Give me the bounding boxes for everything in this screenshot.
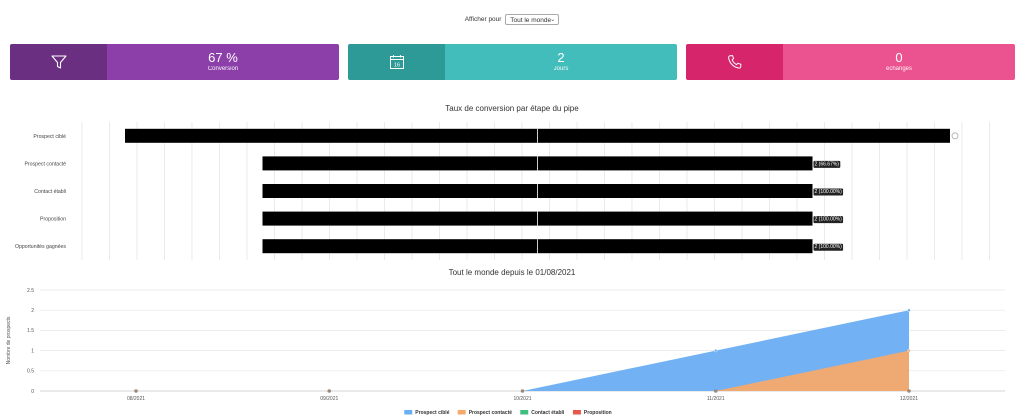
legend-item[interactable]: Contact établi	[520, 410, 565, 416]
legend-label: Prospect ciblé	[415, 410, 449, 416]
funnel-end-marker	[951, 132, 959, 140]
area-y-tick-label: 2	[31, 308, 34, 314]
area-y-tick-label: 1	[31, 348, 34, 354]
kpi-exchanges-value: 0	[895, 49, 903, 65]
area-point[interactable]	[907, 308, 911, 312]
area-x-tick-label: 12/2021	[900, 396, 918, 402]
funnel-stage-label: Opportunités gagnées	[15, 244, 66, 250]
kpi-card-conversion: 67 % Conversion	[10, 44, 339, 80]
legend-item[interactable]: Prospect ciblé	[404, 410, 450, 416]
kpi-conversion-value: 67 %	[208, 49, 238, 65]
area-x-tick-label: 11/2021	[707, 396, 725, 402]
area-series-fill[interactable]	[136, 310, 909, 391]
area-baseline-point	[134, 389, 138, 393]
area-baseline-point	[907, 389, 911, 393]
legend-label: Prospect contacté	[469, 410, 513, 416]
audience-select[interactable]: Tout le monde ⌄	[505, 14, 560, 25]
area-series-fill[interactable]	[136, 350, 909, 391]
area-y-tick-label: 0.5	[27, 369, 34, 375]
funnel-value-label-bg	[813, 160, 841, 168]
funnel-chart-title: Taux de conversion par étape du pipe	[445, 104, 579, 113]
kpi-card-days: 16 2 Jours	[348, 44, 677, 80]
legend-swatch	[520, 410, 529, 415]
area-x-tick-label: 08/2021	[127, 396, 145, 402]
area-y-tick-label: 1.5	[27, 328, 34, 334]
kpi-days-value: 2	[557, 49, 565, 65]
area-chart: 0 0.5 1 1.5 2 2.5 Nombre de prospects 08/2021 09…	[6, 288, 1005, 416]
filter-row: Afficher pour Tout le monde ⌄	[0, 14, 1024, 25]
funnel-value-label: 2 (100.00%)	[815, 217, 843, 223]
legend-item[interactable]: Proposition	[572, 410, 612, 416]
kpi-card-exchanges: 0 échanges	[686, 44, 1015, 80]
area-x-tick-label: 10/2021	[513, 396, 531, 402]
area-y-axis-label: Nombre de prospects	[6, 316, 12, 364]
legend-item[interactable]: Prospect contacté	[457, 410, 513, 416]
funnel-stage-label: Prospect contacté	[24, 161, 66, 167]
area-x-tick-label: 09/2021	[320, 396, 338, 402]
area-legend: Prospect ciblé Prospect contacté Contact é…	[404, 410, 612, 416]
chevron-down-icon: ⌄	[550, 17, 556, 23]
kpi-days-label: Jours	[553, 65, 569, 72]
audience-select-value: Tout le monde	[510, 17, 552, 24]
area-point[interactable]	[907, 348, 911, 353]
funnel-value-label: 2 (100.00%)	[815, 189, 843, 195]
area-y-tick-label: 2.5	[27, 288, 34, 294]
legend-swatch	[457, 410, 466, 415]
funnel-value-label-bg	[813, 243, 844, 251]
area-baseline-point	[520, 389, 525, 393]
legend-swatch	[404, 410, 413, 415]
area-y-tick-label: 0	[31, 389, 34, 395]
kpi-conversion-label: Conversion	[207, 65, 239, 72]
funnel-value-label: 2 (100.00%)	[815, 244, 843, 250]
funnel-stage-label: Prospect ciblé	[33, 134, 66, 140]
funnel-chart: Prospect ciblé Prospect contacté 2 (66.67%…	[15, 122, 990, 260]
phone-icon	[686, 44, 783, 80]
calendar-icon: 16	[348, 44, 445, 80]
kpi-exchanges-label: échanges	[885, 65, 913, 72]
funnel-stage-label: Proposition	[40, 217, 66, 223]
area-chart-title: Tout le monde depuis le 01/08/2021	[448, 268, 576, 277]
funnel-value-label-bg	[813, 216, 844, 224]
area-baseline-point	[713, 389, 718, 393]
legend-swatch	[572, 410, 581, 415]
funnel-value-label-bg	[813, 188, 844, 196]
funnel-stage-label: Contact établi	[34, 189, 66, 195]
funnel-icon	[10, 44, 107, 80]
area-baseline-point	[327, 389, 332, 393]
filter-label: Afficher pour	[464, 16, 502, 23]
legend-label: Proposition	[584, 410, 612, 416]
area-point[interactable]	[714, 348, 718, 353]
calendar-icon-day: 16	[393, 63, 399, 69]
legend-label: Contact établi	[531, 410, 565, 416]
funnel-value-label: 2 (66.67%)	[815, 161, 840, 167]
